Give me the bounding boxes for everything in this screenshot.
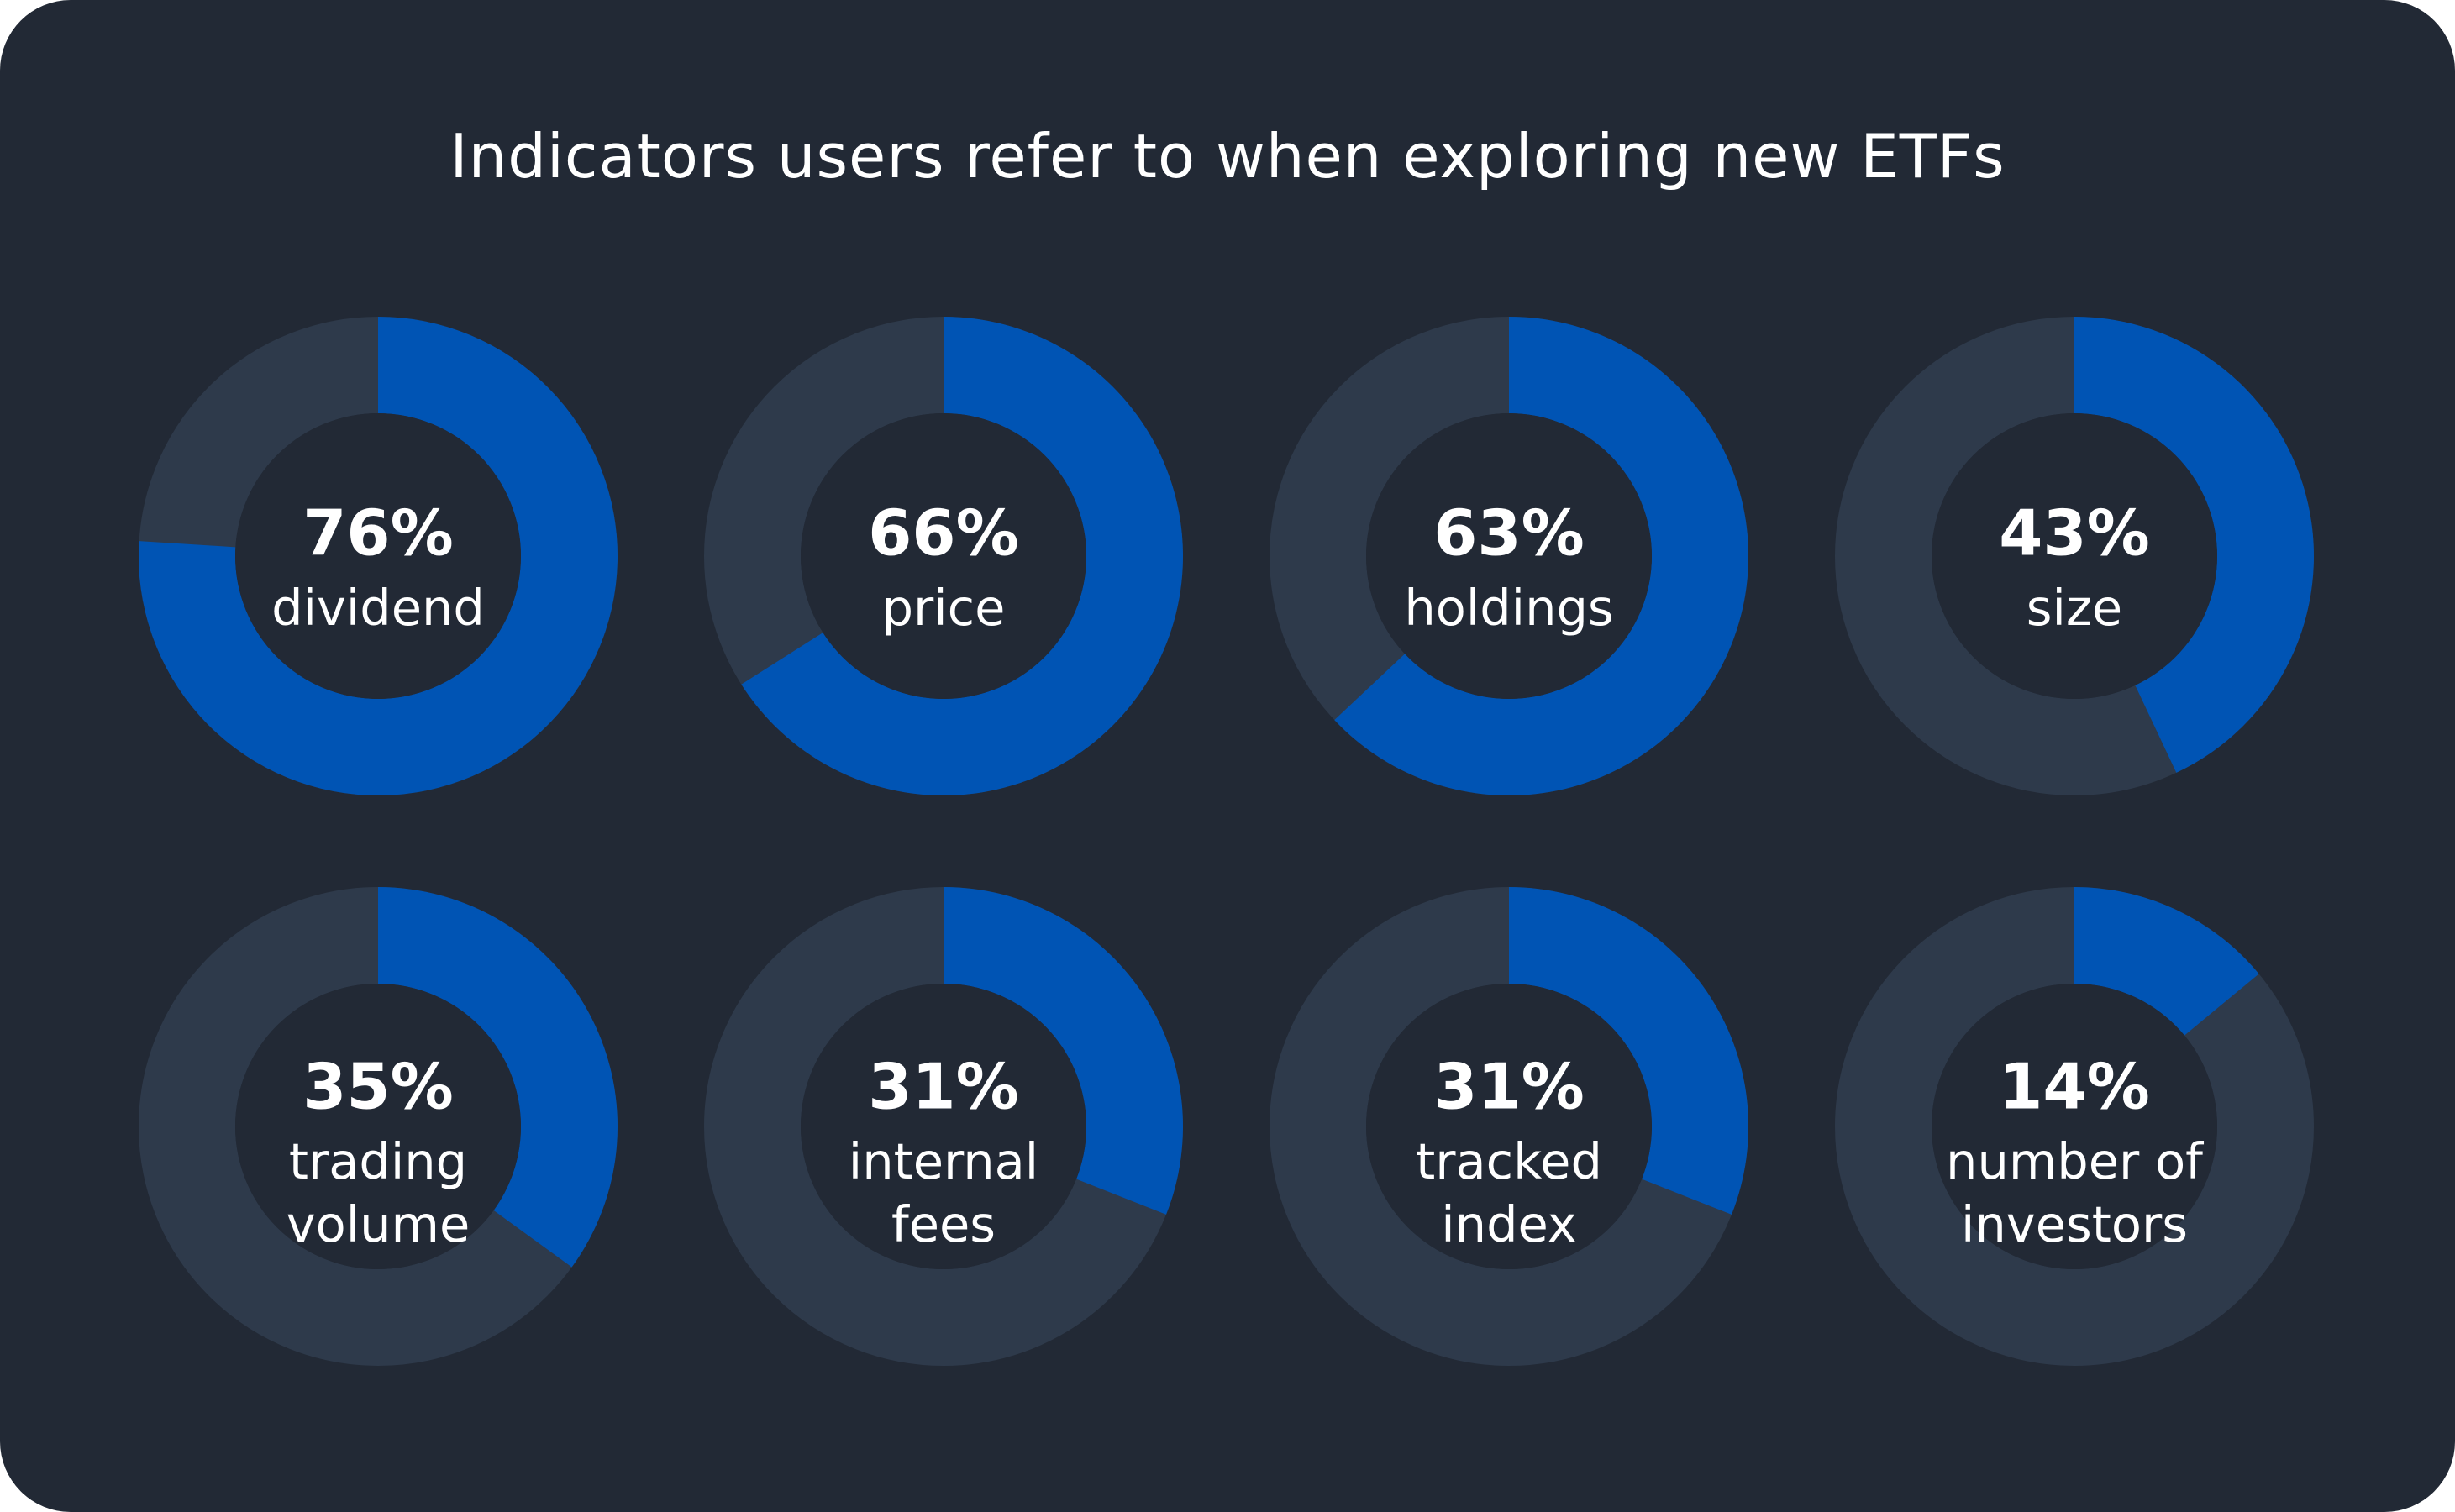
donut-category-label: dividend: [271, 579, 485, 637]
donut-value-arc: [944, 887, 1184, 1215]
donut-hole: [801, 413, 1086, 699]
donut-4: 43% size: [1835, 317, 2315, 795]
donut-category-label: holdings: [1404, 579, 1613, 637]
donut-hole: [1366, 413, 1652, 699]
donut-category-label: volume: [287, 1195, 470, 1253]
donut-hole: [235, 413, 521, 699]
donut-hole: [1932, 984, 2217, 1269]
donut-category-label: trading: [289, 1132, 467, 1190]
donut-percent-label: 14%: [1999, 1050, 2150, 1124]
donut-1: 76% dividend: [138, 317, 618, 795]
donut-hole: [1366, 984, 1652, 1269]
donut-percent-label: 76%: [302, 496, 454, 570]
donut-value-arc: [378, 887, 618, 1268]
donut-value-arc: [1334, 317, 1748, 795]
donut-category-label: investors: [1961, 1195, 2188, 1253]
donut-value-arc: [741, 317, 1183, 795]
donut-value-arc: [138, 317, 618, 795]
donut-percent-label: 66%: [868, 496, 1019, 570]
donut-value-arc: [2074, 317, 2315, 773]
donut-3: 63% holdings: [1270, 317, 1748, 795]
chart-title: Indicators users refer to when exploring…: [449, 121, 2006, 192]
donut-category-label: index: [1441, 1195, 1576, 1253]
donut-category-label: fees: [891, 1195, 996, 1253]
donut-2: 66% price: [704, 317, 1183, 795]
donut-category-label: tracked: [1416, 1132, 1602, 1190]
donut-percent-label: 63%: [1433, 496, 1585, 570]
donut-hole: [235, 984, 521, 1269]
donut-value-arc: [2074, 887, 2259, 1036]
donut-value-arc: [1509, 887, 1748, 1215]
donut-category-label: internal: [849, 1132, 1038, 1190]
donut-hole: [801, 984, 1086, 1269]
donut-category-label: size: [2027, 579, 2122, 637]
donut-hole: [1932, 413, 2217, 699]
donut-percent-label: 31%: [1433, 1050, 1585, 1124]
donut-category-label: price: [882, 579, 1006, 637]
donut-percent-label: 35%: [302, 1050, 454, 1124]
donut-category-label: number of: [1946, 1132, 2204, 1190]
donut-percent-label: 43%: [1999, 496, 2150, 570]
donut-percent-label: 31%: [868, 1050, 1019, 1124]
